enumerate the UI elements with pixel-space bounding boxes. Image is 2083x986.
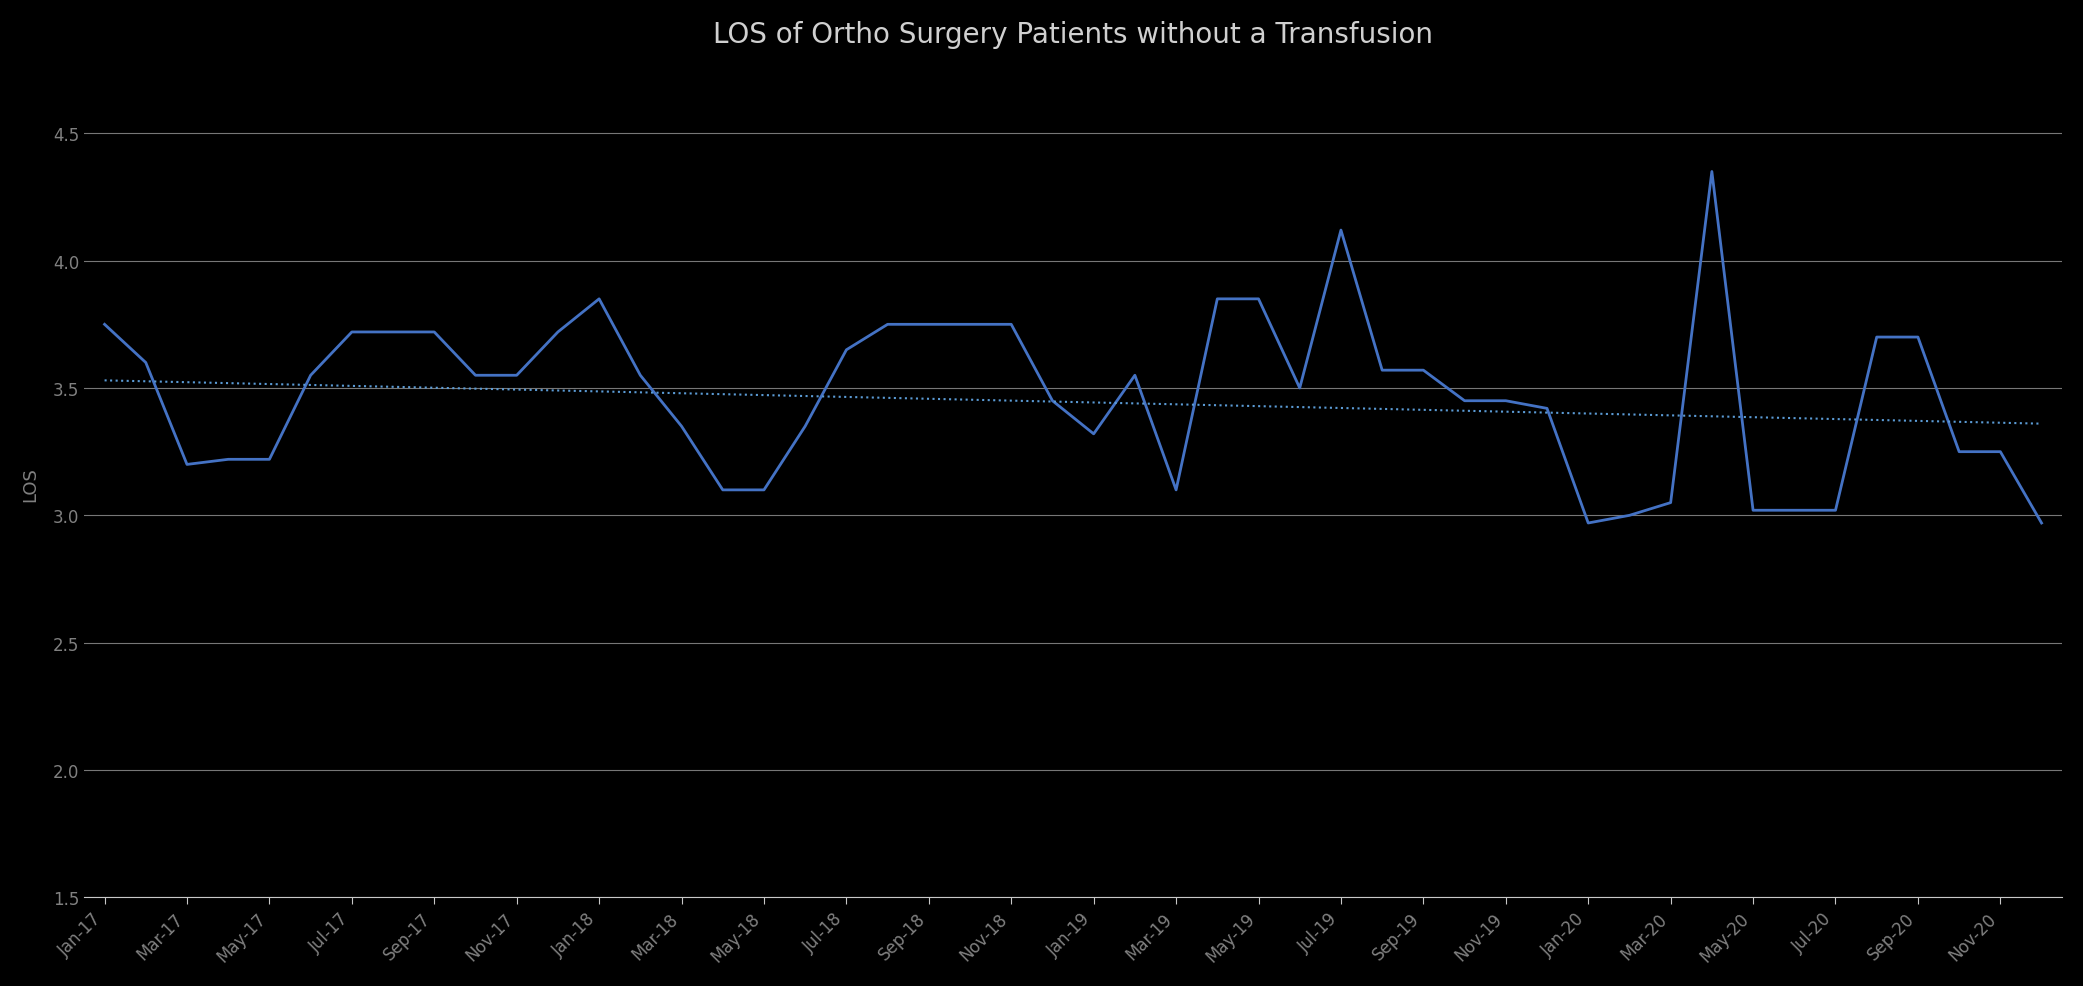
Y-axis label: LOS: LOS (21, 466, 40, 502)
Title: LOS of Ortho Surgery Patients without a Transfusion: LOS of Ortho Surgery Patients without a … (712, 21, 1433, 48)
